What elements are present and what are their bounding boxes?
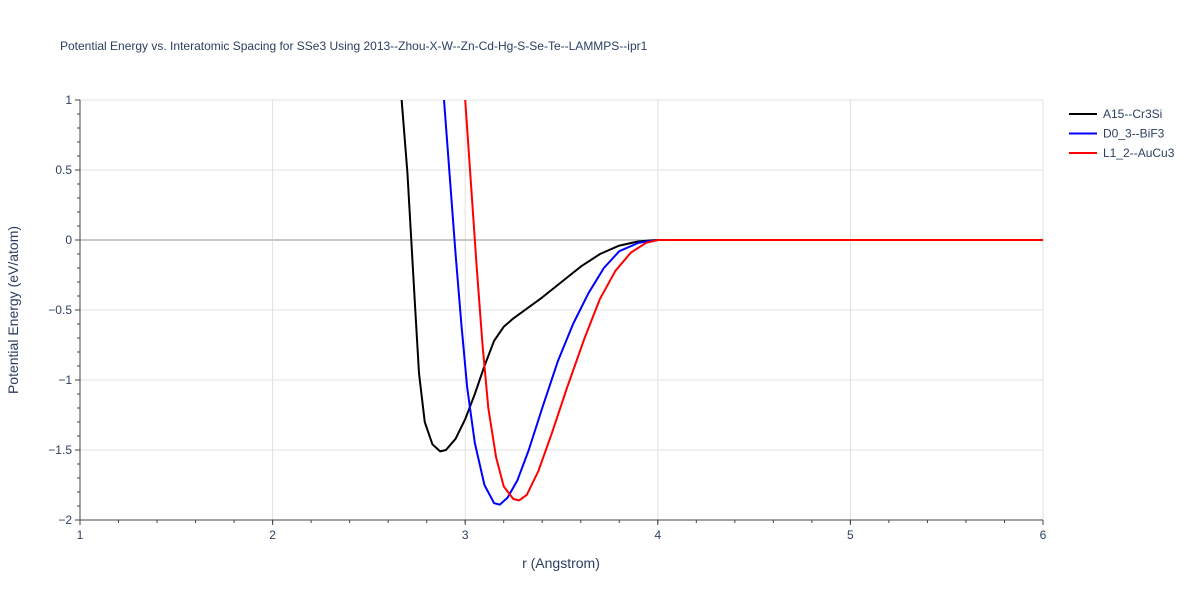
y-tick-label: −1.5 — [48, 443, 72, 457]
y-tick-label: −0.5 — [48, 303, 72, 317]
legend[interactable]: A15--Cr3Si D0_3--BiF3 L1_2--AuCu3 — [1069, 107, 1175, 160]
y-tick-label: 1 — [65, 93, 72, 107]
legend-label: L1_2--AuCu3 — [1103, 146, 1175, 160]
legend-label: A15--Cr3Si — [1103, 107, 1162, 121]
y-axis-title: Potential Energy (eV/atom) — [5, 226, 21, 394]
series-line-1[interactable] — [443, 100, 1043, 506]
legend-item[interactable]: L1_2--AuCu3 — [1069, 146, 1175, 160]
y-tick-label: 0 — [65, 233, 72, 247]
x-axis-title: r (Angstrom) — [522, 555, 600, 571]
y-tick-label: −1 — [58, 373, 72, 387]
x-axis: 1 2 3 4 5 6 — [77, 519, 1047, 542]
chart-title: Potential Energy vs. Interatomic Spacing… — [60, 39, 648, 53]
x-tick-label: 4 — [654, 528, 661, 542]
x-tick-label: 5 — [847, 528, 854, 542]
y-tick-label: 0.5 — [55, 163, 72, 177]
x-tick-label: 6 — [1040, 528, 1047, 542]
legend-label: D0_3--BiF3 — [1103, 127, 1165, 141]
x-tick-label: 1 — [77, 528, 84, 542]
x-tick-label: 2 — [269, 528, 276, 542]
y-axis: −2 −1.5 −1 −0.5 0 0.5 1 — [48, 93, 81, 527]
x-tick-label: 3 — [462, 528, 469, 542]
grid — [80, 99, 1044, 520]
plot-area — [400, 100, 1043, 506]
legend-item[interactable]: A15--Cr3Si — [1069, 107, 1162, 121]
legend-item[interactable]: D0_3--BiF3 — [1069, 127, 1165, 141]
y-tick-label: −2 — [58, 513, 72, 527]
series-line-0[interactable] — [400, 100, 1043, 453]
series-line-2[interactable] — [464, 100, 1043, 502]
